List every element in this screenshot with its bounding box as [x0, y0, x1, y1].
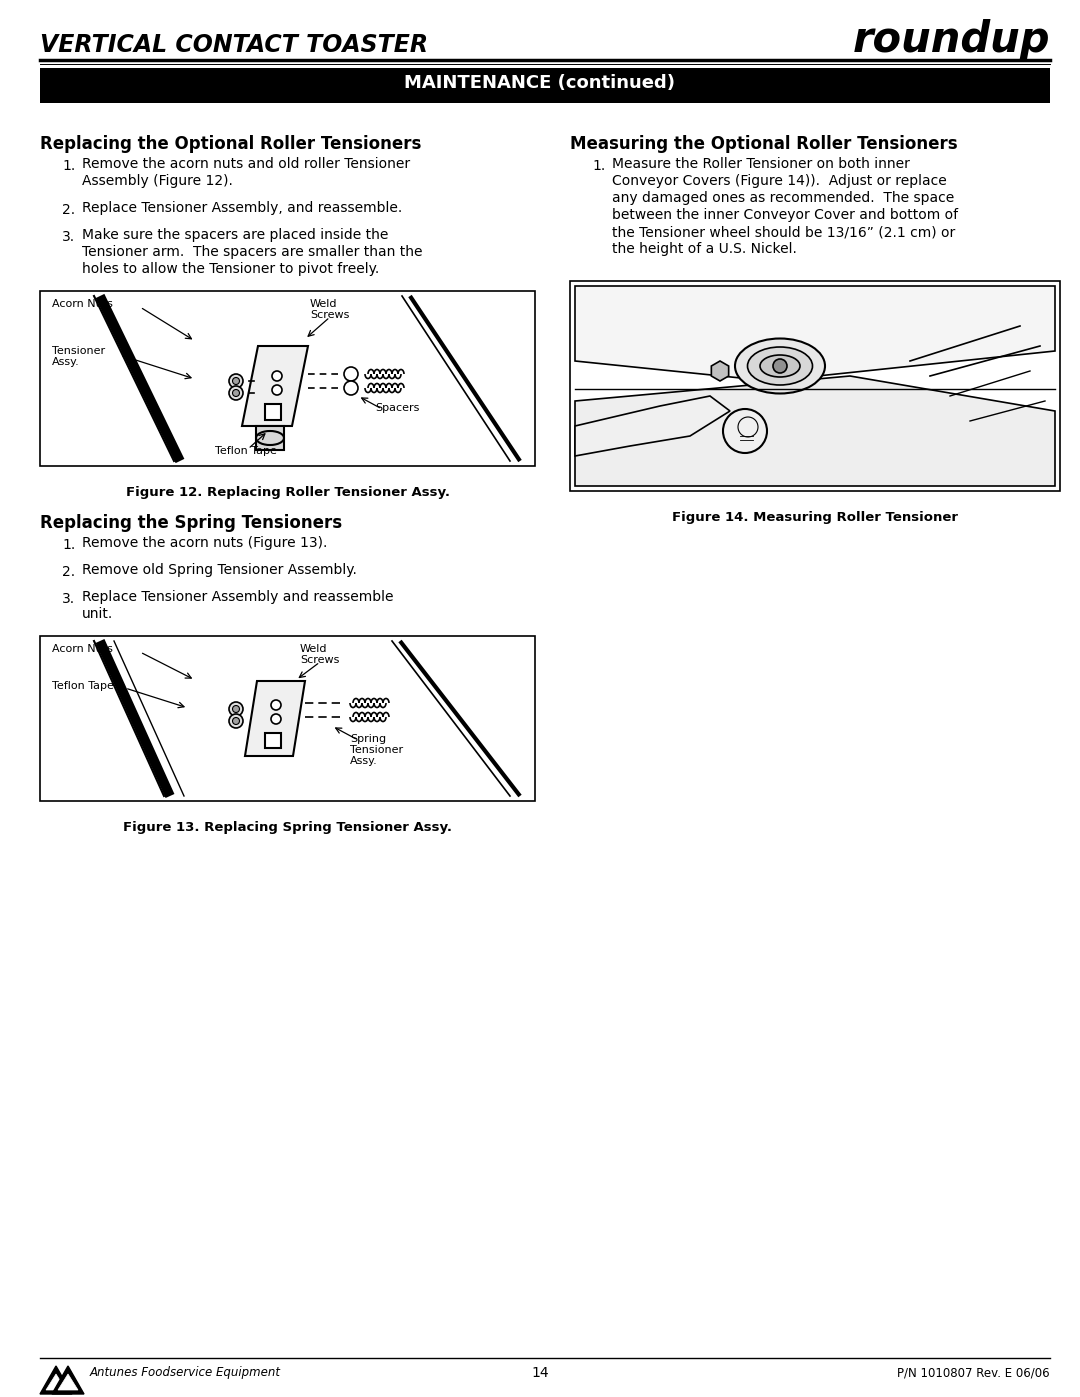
Text: the height of a U.S. Nickel.: the height of a U.S. Nickel.: [612, 242, 797, 256]
Text: Measuring the Optional Roller Tensioners: Measuring the Optional Roller Tensioners: [570, 136, 958, 154]
Text: Acorn Nuts: Acorn Nuts: [52, 299, 113, 309]
Text: Make sure the spacers are placed inside the: Make sure the spacers are placed inside …: [82, 228, 389, 242]
Circle shape: [232, 377, 240, 384]
Text: 3.: 3.: [62, 592, 76, 606]
Ellipse shape: [747, 346, 812, 386]
Polygon shape: [58, 1375, 78, 1390]
Text: roundup: roundup: [852, 20, 1050, 61]
Circle shape: [232, 390, 240, 397]
Bar: [40, 68, 1050, 103]
Text: Replace Tensioner Assembly, and reassemble.: Replace Tensioner Assembly, and reassemb…: [82, 201, 402, 215]
Polygon shape: [40, 1366, 72, 1394]
Text: Spring: Spring: [350, 733, 387, 745]
Text: Replacing the Optional Roller Tensioners: Replacing the Optional Roller Tensioners: [40, 136, 421, 154]
Polygon shape: [242, 346, 308, 426]
Bar: [40, 636, 535, 800]
Text: unit.: unit.: [82, 608, 113, 622]
Text: 3.: 3.: [62, 231, 76, 244]
Text: 2.: 2.: [62, 203, 76, 217]
Text: Assy.: Assy.: [350, 756, 378, 766]
Text: Remove the acorn nuts (Figure 13).: Remove the acorn nuts (Figure 13).: [82, 536, 327, 550]
Text: any damaged ones as recommended.  The space: any damaged ones as recommended. The spa…: [612, 191, 955, 205]
Text: Antunes Foodservice Equipment: Antunes Foodservice Equipment: [90, 1366, 281, 1379]
Text: Weld: Weld: [300, 644, 327, 654]
Polygon shape: [575, 395, 730, 455]
Ellipse shape: [735, 338, 825, 394]
Text: Conveyor Covers (Figure 14)).  Adjust or replace: Conveyor Covers (Figure 14)). Adjust or …: [612, 175, 947, 189]
Text: 2.: 2.: [62, 564, 76, 578]
Text: 14: 14: [531, 1366, 549, 1380]
Text: Teflon Tape: Teflon Tape: [215, 446, 276, 455]
Ellipse shape: [760, 355, 800, 377]
Text: Screws: Screws: [300, 655, 339, 665]
Text: Assy.: Assy.: [52, 358, 80, 367]
Text: P/N 1010807 Rev. E 06/06: P/N 1010807 Rev. E 06/06: [897, 1366, 1050, 1379]
Text: Remove the acorn nuts and old roller Tensioner: Remove the acorn nuts and old roller Ten…: [82, 156, 410, 170]
Circle shape: [229, 714, 243, 728]
Circle shape: [345, 367, 357, 381]
Text: holes to allow the Tensioner to pivot freely.: holes to allow the Tensioner to pivot fr…: [82, 263, 379, 277]
Text: Screws: Screws: [310, 310, 349, 320]
Circle shape: [773, 359, 787, 373]
Text: between the inner Conveyor Cover and bottom of: between the inner Conveyor Cover and bot…: [612, 208, 958, 222]
Text: Measure the Roller Tensioner on both inner: Measure the Roller Tensioner on both inn…: [612, 156, 909, 170]
Polygon shape: [575, 376, 1055, 486]
Circle shape: [345, 381, 357, 395]
Text: Teflon Tape: Teflon Tape: [52, 680, 113, 692]
Text: Figure 12. Replacing Roller Tensioner Assy.: Figure 12. Replacing Roller Tensioner As…: [125, 486, 449, 499]
Text: Remove old Spring Tensioner Assembly.: Remove old Spring Tensioner Assembly.: [82, 563, 356, 577]
Circle shape: [723, 409, 767, 453]
Text: Figure 14. Measuring Roller Tensioner: Figure 14. Measuring Roller Tensioner: [672, 511, 958, 524]
Bar: [40, 291, 535, 467]
Polygon shape: [46, 1375, 66, 1390]
Text: Replacing the Spring Tensioners: Replacing the Spring Tensioners: [40, 514, 342, 532]
Circle shape: [229, 374, 243, 388]
Text: 1.: 1.: [62, 538, 76, 552]
Circle shape: [272, 372, 282, 381]
Text: Acorn Nuts: Acorn Nuts: [52, 644, 113, 654]
Polygon shape: [256, 426, 284, 450]
Text: Assembly (Figure 12).: Assembly (Figure 12).: [82, 175, 233, 189]
Text: Tensioner: Tensioner: [52, 346, 105, 356]
Polygon shape: [575, 286, 1055, 381]
Circle shape: [232, 705, 240, 712]
Text: Tensioner: Tensioner: [350, 745, 403, 754]
Text: VERTICAL CONTACT TOASTER: VERTICAL CONTACT TOASTER: [40, 34, 428, 57]
Bar: [265, 733, 281, 747]
Text: Figure 13. Replacing Spring Tensioner Assy.: Figure 13. Replacing Spring Tensioner As…: [123, 821, 453, 834]
Bar: [570, 281, 1059, 490]
Text: 1.: 1.: [62, 159, 76, 173]
Circle shape: [232, 718, 240, 725]
Circle shape: [272, 386, 282, 395]
Text: Replace Tensioner Assembly and reassemble: Replace Tensioner Assembly and reassembl…: [82, 590, 393, 604]
Text: Weld: Weld: [310, 299, 337, 309]
Text: Spacers: Spacers: [375, 402, 419, 414]
Text: the Tensioner wheel should be 13/16” (2.1 cm) or: the Tensioner wheel should be 13/16” (2.…: [612, 225, 955, 239]
Polygon shape: [52, 1366, 84, 1394]
Circle shape: [229, 703, 243, 717]
Polygon shape: [245, 680, 305, 756]
Text: Tensioner arm.  The spacers are smaller than the: Tensioner arm. The spacers are smaller t…: [82, 244, 422, 258]
Text: 1.: 1.: [592, 159, 605, 173]
Circle shape: [271, 714, 281, 724]
Circle shape: [229, 386, 243, 400]
Text: MAINTENANCE (continued): MAINTENANCE (continued): [405, 74, 675, 92]
Circle shape: [271, 700, 281, 710]
Bar: [265, 404, 281, 420]
